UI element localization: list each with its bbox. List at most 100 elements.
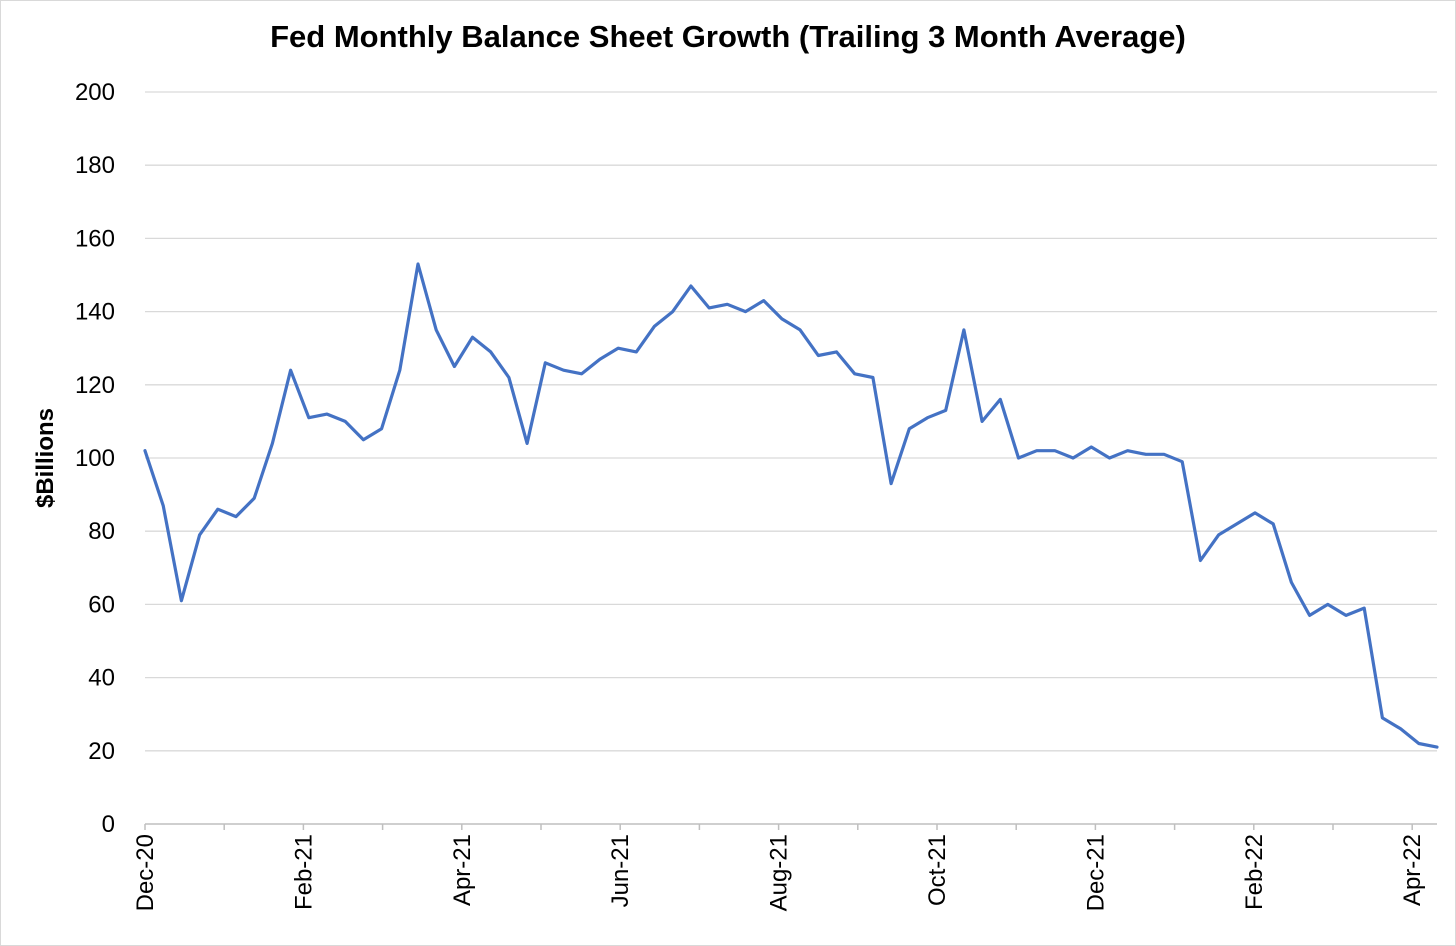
data-point [1053,449,1056,452]
data-point [435,328,438,331]
y-tick-label: 180 [75,152,115,179]
data-point [1417,742,1420,745]
gridlines [145,91,1437,752]
data-point [1235,522,1238,525]
data-point [289,369,292,372]
data-point [653,325,656,328]
data-point [471,336,474,339]
data-point [635,350,638,353]
data-point [926,416,929,419]
data-point [489,350,492,353]
y-tick-label: 60 [88,591,115,618]
data-point [744,310,747,313]
data-point [871,376,874,379]
data-point [398,369,401,372]
data-point [671,310,674,313]
data-point [562,369,565,372]
data-point [1326,603,1329,606]
data-point [1199,559,1202,562]
x-tick-label: Dec-20 [132,834,159,911]
data-point [1126,449,1129,452]
data-point [835,350,838,353]
x-tick-label: Dec-21 [1082,834,1109,911]
data-point [216,508,219,511]
data-point [180,599,183,602]
chart-title: Fed Monthly Balance Sheet Growth (Traili… [270,19,1186,54]
x-tick-label: Oct-21 [924,834,951,906]
data-point [726,303,729,306]
y-axis-title: $Billions [32,408,59,508]
data-point [1308,614,1311,617]
x-tick-label: Apr-22 [1399,834,1426,906]
axes [144,823,1437,830]
data-point [617,347,620,350]
data-point [1290,581,1293,584]
y-tick-label: 140 [75,299,115,326]
data-point [362,438,365,441]
data-point [344,420,347,423]
data-point [1217,533,1220,536]
data-point [962,328,965,331]
x-tick-label: Feb-22 [1241,834,1268,910]
y-tick-label: 0 [102,811,115,838]
data-point [271,442,274,445]
data-point [580,372,583,375]
data-point [1399,727,1402,730]
data-point [453,365,456,368]
data-point [1071,456,1074,459]
y-tick-label: 40 [88,665,115,692]
y-tick-label: 80 [88,518,115,545]
data-point [307,416,310,419]
data-point [980,420,983,423]
data-point [762,299,765,302]
data-point [1272,522,1275,525]
data-point [1435,746,1438,749]
tick-labels: 0 20 40 60 80 100 120 140 160 180 200 Dec-20 Feb-21 A… [32,79,1426,911]
data-point [889,482,892,485]
data-point [416,262,419,265]
data-point [944,409,947,412]
data-point [1108,456,1111,459]
data-point [234,515,237,518]
data-point [798,328,801,331]
data-point [1162,453,1165,456]
data-point [1035,449,1038,452]
data-point [1253,511,1256,514]
data-point [908,427,911,430]
data-point [1344,614,1347,617]
data-point [325,412,328,415]
data-point [143,449,146,452]
data-point [1017,456,1020,459]
data-point [708,306,711,309]
data-point [544,361,547,364]
data-point [1181,460,1184,463]
x-tick-label: Jun-21 [607,834,634,907]
data-point [380,427,383,430]
y-tick-label: 120 [75,372,115,399]
data-point [999,398,1002,401]
data-point [817,354,820,357]
data-point [689,284,692,287]
y-tick-label: 20 [88,738,115,765]
series-layer [143,262,1439,749]
data-point [1090,445,1093,448]
data-point [198,533,201,536]
data-point [162,504,165,507]
data-point [780,317,783,320]
data-point [853,372,856,375]
series-line [143,262,1439,749]
y-tick-label: 160 [75,225,115,252]
y-tick-label: 100 [75,445,115,472]
data-point [253,497,256,500]
x-tick-label: Feb-21 [290,834,317,910]
data-point [1381,716,1384,719]
x-tick-label: Aug-21 [766,834,793,911]
x-tick-label: Apr-21 [449,834,476,906]
data-point [598,358,601,361]
data-point [1363,606,1366,609]
data-point [526,442,529,445]
y-tick-label: 200 [75,79,115,106]
data-point [507,376,510,379]
